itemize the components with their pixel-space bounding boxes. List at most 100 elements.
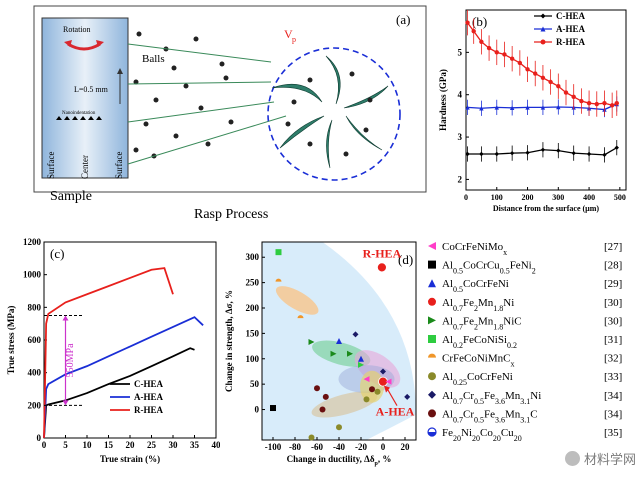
data-point (517, 60, 523, 66)
data-point (548, 79, 553, 85)
x-tick-label: 10 (83, 440, 93, 450)
arrow-head-down (62, 400, 69, 406)
nano-label: Nanoindentation (62, 111, 96, 116)
data-point (465, 105, 470, 110)
a-hea-annotation: A-HEA (376, 405, 415, 419)
data-point (465, 151, 470, 157)
legend-ref: [31] (604, 334, 622, 346)
data-point (374, 388, 381, 395)
rasp-process-schematic: Rotation L=0.5 mm Nanoindentation Surfac… (33, 5, 427, 222)
panel-b-label: (b) (472, 14, 487, 29)
data-point (380, 368, 386, 375)
center-label: Center (80, 155, 90, 179)
x-tick-label: -60 (311, 442, 323, 452)
data-point (494, 151, 499, 157)
x-tick-label: 300 (552, 193, 564, 202)
x-tick-label: 0 (42, 440, 47, 450)
y-tick-label: 800 (28, 302, 42, 312)
data-point (486, 45, 492, 51)
curve-a-hea (43, 316, 204, 439)
data-point (358, 361, 364, 368)
data-point (275, 278, 282, 282)
panel-a-schematic: Rotation L=0.5 mm Nanoindentation Surfac… (26, 4, 436, 226)
balls-label: Balls (142, 53, 165, 65)
x-tick-label: 20 (126, 440, 136, 450)
y-tick-label: 5 (458, 47, 463, 57)
rasp-process-caption: Rasp Process (194, 207, 268, 222)
y-axis-label: Hardness (GPa) (438, 69, 448, 131)
data-point (556, 104, 561, 110)
data-point (540, 147, 546, 152)
rasp-disc (267, 47, 401, 181)
legend-ref: [30] (604, 315, 622, 327)
data-point (556, 84, 561, 89)
y-tick-label: 50 (250, 379, 260, 389)
y-tick-label: 400 (28, 368, 42, 378)
panel-c-label: (c) (50, 246, 64, 261)
x-tick-label: 25 (147, 440, 157, 450)
y-tick-label: 3 (458, 132, 463, 142)
vp-subscript: p (292, 35, 296, 44)
data-point (571, 150, 576, 156)
data-point (347, 350, 353, 357)
region-orange (275, 286, 319, 315)
data-point (385, 378, 392, 385)
y-tick-label: 0 (37, 433, 42, 443)
data-point (556, 148, 561, 153)
legend-marker (428, 260, 436, 269)
x-axis-label: Distance from the surface (µm) (493, 204, 600, 213)
data-point (540, 105, 546, 110)
nanoindent-marks (56, 116, 102, 120)
data-point (270, 405, 276, 412)
data-point (322, 393, 329, 400)
data-point (509, 150, 515, 156)
arrow-head-up (62, 315, 69, 321)
data-point (471, 28, 476, 34)
legend-label: C-HEA (556, 11, 586, 21)
highlight-point-r-hea (376, 262, 387, 273)
vp-label: V (284, 27, 293, 41)
panel-b-hardness-chart: 0 100 200 300 400 500 2 3 4 5 Distance from the su… (436, 4, 636, 218)
x-tick-label: 200 (522, 193, 534, 202)
data-point (336, 338, 342, 344)
legend-marker (428, 297, 436, 306)
a-hea-arrow-head (384, 385, 390, 393)
y-tick-label: 100 (246, 354, 260, 364)
data-point (363, 376, 370, 383)
data-point (308, 434, 315, 441)
x-tick-label: 100 (491, 193, 503, 202)
data-point (404, 393, 411, 400)
legend-label: Al0.5CoCrFeNi (442, 278, 509, 294)
x-tick-label: 15 (104, 440, 114, 450)
legend-ref: [35] (604, 427, 622, 439)
legend-marker-fill (428, 432, 436, 436)
plot-frame (465, 9, 627, 191)
stress-strain-chart-svg: 0 5 10 15 20 25 30 35 40020040060080010001200Tru… (6, 237, 221, 464)
data-point (525, 150, 530, 155)
data-point (494, 105, 499, 110)
y-tick-label: 1200 (23, 237, 42, 247)
y-tick-label: 4 (458, 90, 463, 100)
x-tick-label: 35 (190, 440, 200, 450)
y-tick-label: 300 (246, 252, 260, 262)
data-point (571, 94, 576, 100)
data-point (602, 152, 607, 158)
data-point (363, 396, 370, 403)
legend-marker (428, 316, 436, 325)
r-hea-annotation: R-HEA (363, 246, 402, 260)
data-point (602, 100, 607, 106)
legend-label: Al0.7Fe2Mn1.8NiC (442, 315, 522, 331)
region-pink (354, 350, 401, 388)
legend-ref: [28] (604, 260, 622, 272)
ball-trajectory-lines (127, 43, 287, 165)
legend-label: A-HEA (556, 24, 586, 34)
legend-ref: [34] (604, 390, 622, 402)
data-point (479, 39, 484, 44)
y-tick-label: 150 (246, 328, 260, 338)
sample-block (41, 17, 129, 179)
x-tick-label: 20 (401, 442, 411, 452)
x-axis-label: Change in ductility, Δδp, % (287, 454, 392, 467)
rotation-label: Rotation (63, 25, 91, 34)
ball-particles (133, 31, 234, 159)
x-tick-label: -100 (265, 442, 282, 452)
